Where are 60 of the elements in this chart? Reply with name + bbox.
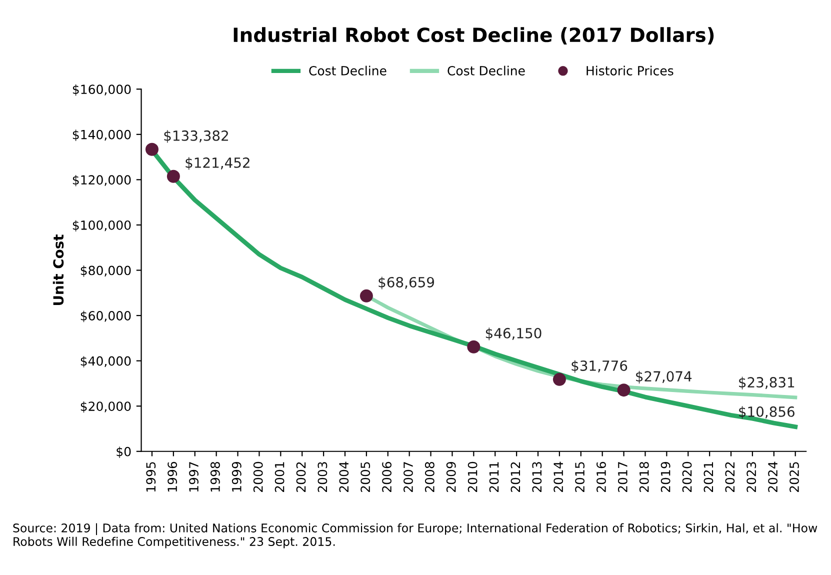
x-tick-label: 2003 <box>318 462 328 492</box>
x-tick-label: 2019 <box>660 462 670 492</box>
y-tick-label: $80,000 <box>80 266 131 277</box>
x-tick-label: 2001 <box>274 462 284 492</box>
point <box>145 142 158 156</box>
y-tick-label: $60,000 <box>80 310 131 322</box>
x-tick-label: 2021 <box>704 462 714 492</box>
y-tick-label: $40,000 <box>80 356 131 368</box>
x-tick-label: 2009 <box>446 462 456 492</box>
x-tick-label: 2010 <box>468 462 478 492</box>
point <box>552 372 566 386</box>
x-tick-label: 2020 <box>682 462 692 492</box>
legend-label: Cost Decline <box>448 66 525 76</box>
x-tick-label: 2024 <box>768 462 778 492</box>
x-tick-label: 2017 <box>618 462 628 492</box>
x-tick-label: 2018 <box>639 462 649 492</box>
chart-title: Industrial Robot Cost Decline (2017 Dollars) <box>234 27 714 44</box>
x-tick-label: 2012 <box>510 462 520 492</box>
x-tick-label: 2000 <box>253 462 263 492</box>
point <box>166 170 180 183</box>
x-tick-label: 2007 <box>404 462 413 492</box>
source-note: Source: 2019 | Data from: United Nations Economic Commission for Europe; International Federation of Robotics; Sirkin, Hal, et al. "How Robots Will Redefine Competitiveness." 23 Sept. 2015. <box>13 523 818 548</box>
x-tick-label: 2025 <box>790 462 799 492</box>
data-label: $46,150 <box>486 328 542 340</box>
data-label: $68,659 <box>378 276 434 290</box>
data-label: $31,776 <box>572 360 628 373</box>
legend-label: Historic Prices <box>586 66 674 76</box>
x-tick-label: 2011 <box>489 462 499 492</box>
x-tick-label: 2002 <box>296 462 306 492</box>
y-axis-title: Unit Cost <box>52 234 64 305</box>
y-tick-label: $0 <box>116 446 131 458</box>
point <box>617 384 630 397</box>
point <box>467 340 480 354</box>
x-tick-label: 1998 <box>210 462 220 492</box>
data-label: $10,856 <box>739 406 794 419</box>
legend-label: Cost Decline <box>309 66 386 76</box>
x-tick-label: 1995 <box>146 462 156 492</box>
y-tick-label: $20,000 <box>80 401 131 413</box>
data-label: $121,452 <box>186 157 250 170</box>
y-tick-label: $140,000 <box>72 130 131 141</box>
x-tick-label: 1996 <box>168 462 178 492</box>
x-tick-label: 1997 <box>189 462 199 492</box>
x-tick-label: 2008 <box>424 462 434 492</box>
x-tick-label: 2005 <box>360 462 370 492</box>
y-tick-label: $160,000 <box>72 84 131 96</box>
y-tick-label: $120,000 <box>72 174 131 186</box>
x-tick-label: 2004 <box>339 462 349 492</box>
data-label: $23,831 <box>739 376 794 390</box>
point <box>360 289 373 302</box>
x-tick-label: 2015 <box>575 462 585 492</box>
x-tick-label: 2014 <box>554 462 564 492</box>
x-tick-label: 2016 <box>596 462 606 492</box>
x-tick-label: 2022 <box>725 462 735 492</box>
x-tick-label: 2013 <box>532 462 542 492</box>
x-tick-label: 2006 <box>382 462 392 492</box>
x-tick-label: 1999 <box>232 462 242 492</box>
data-label: $133,382 <box>164 130 228 143</box>
y-tick-label: $100,000 <box>72 220 131 232</box>
x-tick-label: 2023 <box>746 462 756 492</box>
data-label: $27,074 <box>636 370 692 384</box>
